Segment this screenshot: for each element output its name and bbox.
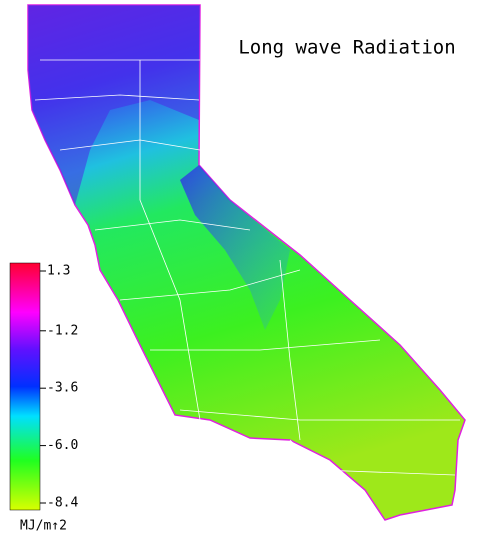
colorbar-tick-label: -1.2: [47, 323, 78, 338]
county-lines: [34, 59, 460, 476]
colorbar-tick-label: 1.3: [47, 264, 70, 279]
map-title: Long wave Radiation: [238, 37, 455, 59]
colorbar: [9, 262, 41, 511]
colorbar-tick-label: -3.6: [47, 381, 78, 396]
northern-region: [28, 5, 200, 205]
colorbar-tick-label: -8.4: [47, 496, 78, 511]
colorbar-unit: MJ/m↑2: [20, 519, 67, 534]
colorbar-tick-label: -6.0: [47, 438, 78, 453]
colorbar-ticks: 1.3 -1.2 -3.6 -6.0 -8.4: [40, 264, 78, 511]
sierra-region: [180, 165, 290, 330]
